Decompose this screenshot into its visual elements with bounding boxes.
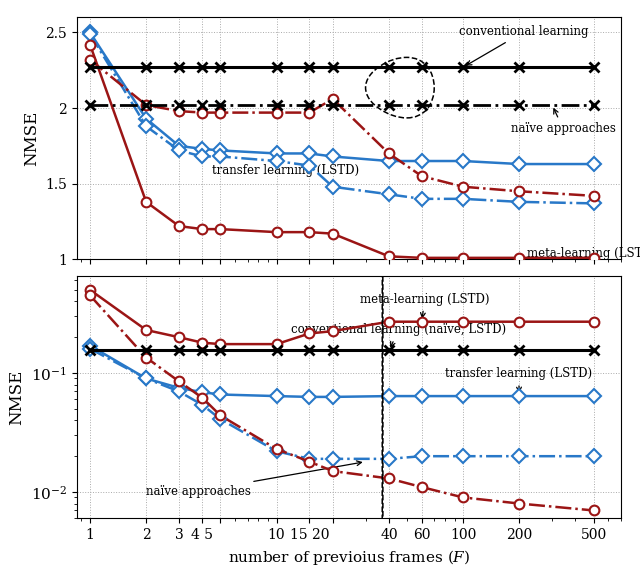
Text: naïve approaches: naïve approaches bbox=[511, 109, 616, 135]
Text: transfer learning (LSTD): transfer learning (LSTD) bbox=[212, 157, 359, 177]
Text: meta-learning (LSTD): meta-learning (LSTD) bbox=[360, 293, 490, 317]
Y-axis label: NMSE: NMSE bbox=[22, 111, 40, 166]
Text: transfer learning (LSTD): transfer learning (LSTD) bbox=[445, 367, 592, 392]
Text: naïve approaches: naïve approaches bbox=[146, 461, 362, 498]
Y-axis label: NMSE: NMSE bbox=[8, 370, 26, 425]
Text: conventional learning (naïve, LSTD): conventional learning (naïve, LSTD) bbox=[291, 324, 506, 347]
Text: conventional learning: conventional learning bbox=[459, 25, 588, 65]
X-axis label: number of previoius frames $(F)$: number of previoius frames $(F)$ bbox=[228, 548, 470, 567]
Text: meta-learning (LSTD): meta-learning (LSTD) bbox=[527, 247, 640, 260]
